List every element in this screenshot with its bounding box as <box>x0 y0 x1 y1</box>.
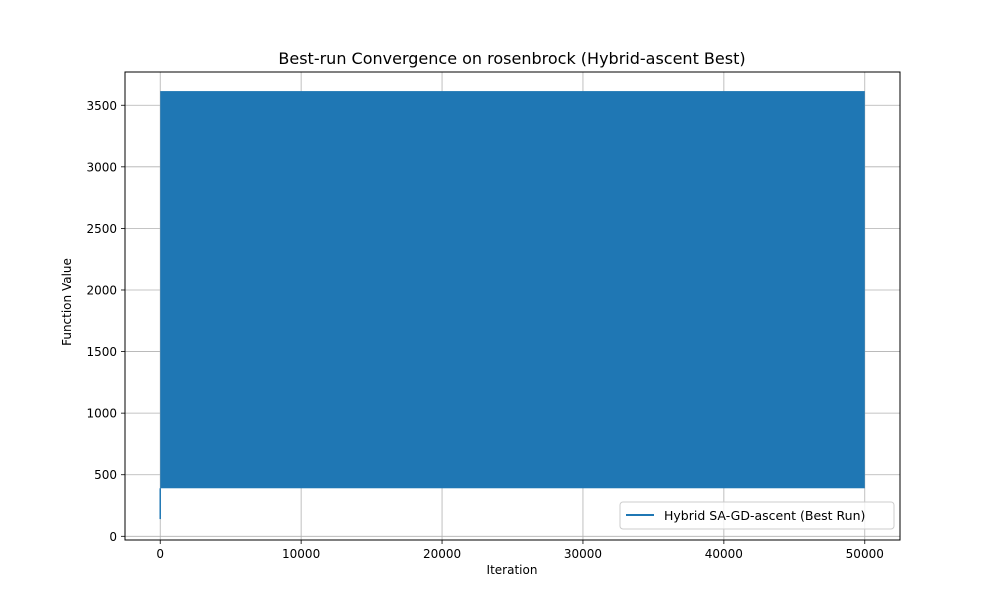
x-axis-label: Iteration <box>487 563 538 577</box>
x-tick-label: 50000 <box>846 547 884 561</box>
y-tick-label: 1000 <box>86 407 117 421</box>
y-tick-label: 3000 <box>86 160 117 174</box>
axis-ticks: 0 10000 20000 30000 40000 50000 0 500 1000 1500 20… <box>86 99 883 561</box>
x-tick-label: 20000 <box>423 547 461 561</box>
series-oscillation-band <box>160 91 865 489</box>
y-tick-label: 2000 <box>86 283 117 297</box>
x-tick-label: 40000 <box>705 547 743 561</box>
plot-area-frame <box>124 71 901 541</box>
chart-title: Best-run Convergence on rosenbrock (Hybr… <box>278 49 745 68</box>
legend-box <box>619 501 895 530</box>
y-tick-label: 0 <box>109 530 117 544</box>
y-tick-label: 3500 <box>86 99 117 113</box>
x-tick-label: 0 <box>156 547 164 561</box>
y-tick-label: 500 <box>94 468 117 482</box>
x-tick-label: 30000 <box>564 547 602 561</box>
legend: Hybrid SA-GD-ascent (Best Run) <box>619 501 895 530</box>
y-tick-label: 1500 <box>86 345 117 359</box>
series-layer <box>159 91 865 520</box>
legend-label: Hybrid SA-GD-ascent (Best Run) <box>664 508 865 523</box>
y-tick-label: 2500 <box>86 222 117 236</box>
x-tick-label: 10000 <box>282 547 320 561</box>
y-axis-label: Function Value <box>60 258 74 346</box>
